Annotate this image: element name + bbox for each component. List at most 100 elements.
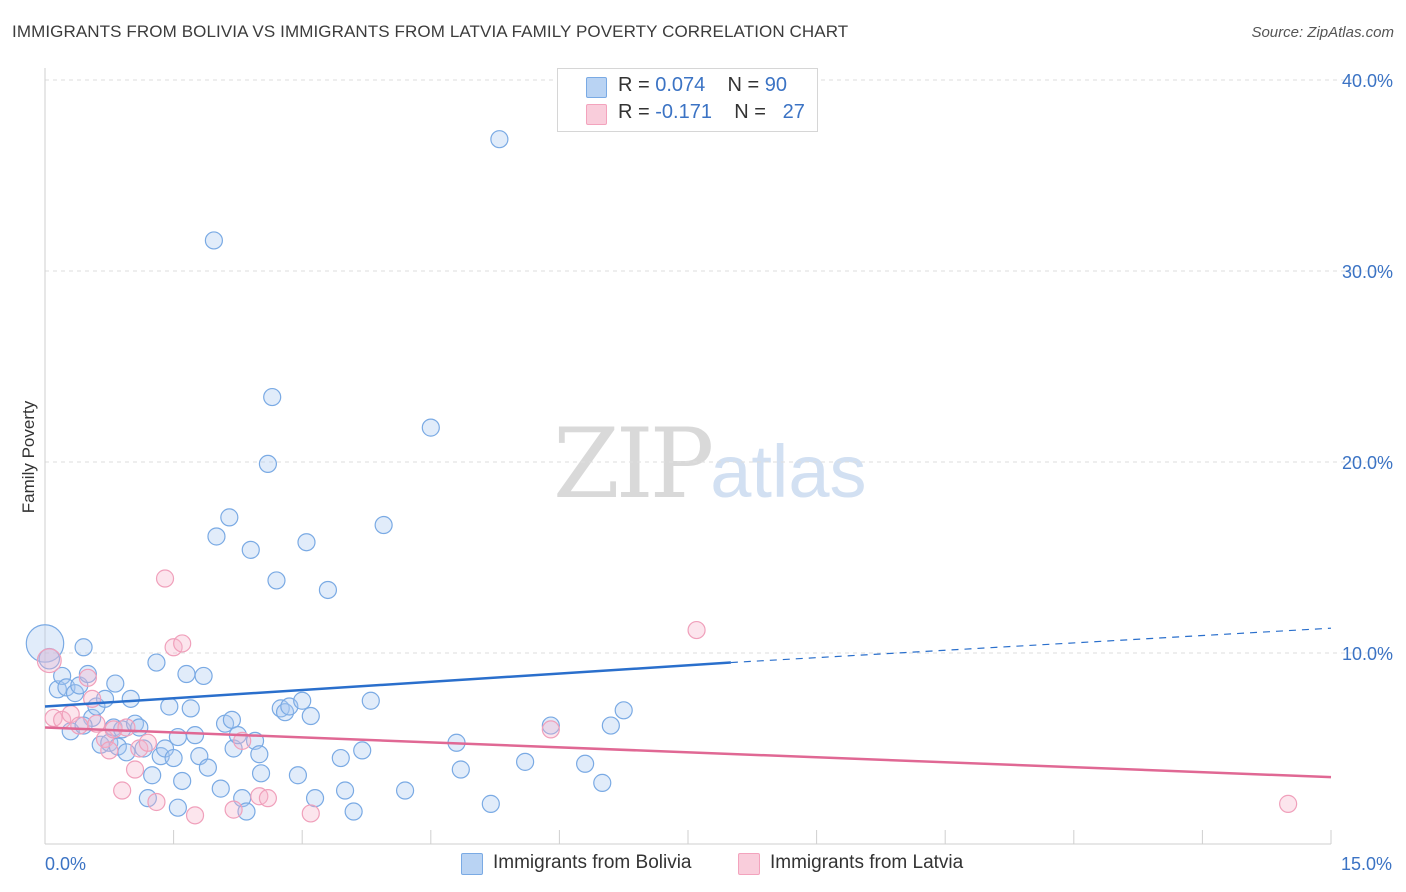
watermark-zip: ZIP <box>553 408 714 520</box>
bolivia-point <box>173 771 192 791</box>
latvia-point <box>78 668 97 687</box>
bolivia-point <box>490 130 509 149</box>
bolivia-point <box>207 527 226 546</box>
bolivia-point <box>288 766 308 785</box>
bolivia-point <box>241 540 260 559</box>
latvia-point <box>224 800 243 819</box>
source-label: Source: ZipAtlas.com <box>1251 24 1394 41</box>
bolivia-point <box>593 773 612 792</box>
latvia-point <box>687 620 706 640</box>
bolivia-point <box>168 798 187 817</box>
bottom-legend-label-latvia: Immigrants from Latvia <box>770 852 964 873</box>
trend-line-bolivia <box>44 661 731 708</box>
y-tick-label: 30.0% <box>1342 262 1393 282</box>
bolivia-point <box>168 727 187 747</box>
trend-lines <box>44 627 1332 779</box>
bolivia-point <box>177 664 196 684</box>
latvia-point <box>100 741 119 760</box>
x-tick-label-max: 15.0% <box>1341 854 1392 874</box>
bolivia-point <box>541 716 560 735</box>
bolivia-point <box>121 689 140 708</box>
gridlines <box>45 79 1392 654</box>
bolivia-point <box>395 781 415 800</box>
bolivia-point <box>421 418 440 437</box>
legend-r-label: R = <box>618 74 656 96</box>
bolivia-point <box>220 508 239 527</box>
latvia-point <box>301 804 320 823</box>
bolivia-point <box>258 454 278 474</box>
bolivia-point <box>344 802 363 821</box>
bolivia-point <box>147 653 166 672</box>
watermark: ZIPatlas <box>553 408 867 520</box>
bolivia-point <box>194 666 213 686</box>
bolivia-point <box>78 664 97 684</box>
bolivia-point <box>318 580 338 600</box>
bolivia-point <box>222 710 241 729</box>
bolivia-point <box>353 741 372 760</box>
bolivia-point <box>181 699 200 718</box>
y-tick-label: 40.0% <box>1342 71 1393 91</box>
latvia-point <box>87 714 106 733</box>
bolivia-point <box>335 781 355 800</box>
bolivia-point <box>267 571 286 590</box>
bolivia-point <box>297 533 316 552</box>
bolivia-point <box>301 706 320 726</box>
axis-labels: 10.0% 20.0% 30.0% 40.0% 0.0% 15.0% Family Pove… <box>19 71 1393 874</box>
latvia-point <box>36 648 62 674</box>
latvia-point <box>1279 794 1298 813</box>
bolivia-point <box>106 674 125 693</box>
latvia-point <box>155 569 175 588</box>
bolivia-point <box>481 794 500 813</box>
bottom-legend-swatch-bolivia <box>461 853 483 875</box>
latvia-point <box>125 760 145 779</box>
legend-n-label: N = <box>734 101 772 123</box>
bolivia-point <box>198 758 217 777</box>
bolivia-point <box>74 638 93 657</box>
latvia-point <box>173 634 192 653</box>
axes <box>44 68 1332 845</box>
bolivia-point <box>614 701 633 720</box>
x-tick-label-min: 0.0% <box>45 854 86 874</box>
legend-r-value-bolivia: 0.074 <box>655 74 706 96</box>
bolivia-point <box>361 691 380 710</box>
correlation-legend: R = 0.074 N = 90 R = -0.171 N = 27 <box>557 68 818 132</box>
bottom-legend-label-bolivia: Immigrants from Bolivia <box>493 852 692 873</box>
legend-swatch-latvia <box>586 104 607 125</box>
latvia-point <box>113 781 132 800</box>
bolivia-point <box>374 515 393 535</box>
legend-r-label: R = <box>618 101 656 123</box>
trend-line-latvia <box>44 726 1332 779</box>
bolivia-point <box>516 752 535 771</box>
bolivia-point <box>164 748 183 768</box>
latvia-point <box>258 789 278 808</box>
bolivia-point <box>53 666 72 686</box>
y-axis-label: Family Poverty <box>19 400 38 513</box>
latvia-point <box>541 720 560 739</box>
bolivia-point <box>251 764 271 783</box>
latvia-point <box>117 718 136 737</box>
bolivia-point <box>211 779 230 798</box>
bolivia-point <box>305 789 325 808</box>
bolivia-point <box>138 789 157 808</box>
series-latvia-points <box>36 569 1298 825</box>
bolivia-point <box>576 754 595 773</box>
series-bolivia-points <box>25 130 633 821</box>
trend-line-bolivia-extrapolated <box>730 627 1332 664</box>
bolivia-point <box>250 745 269 764</box>
bolivia-point <box>143 766 162 785</box>
bolivia-point <box>185 726 205 745</box>
bolivia-point <box>451 760 470 779</box>
bolivia-point <box>204 231 223 250</box>
legend-n-value-latvia: 27 <box>782 101 805 123</box>
latvia-point <box>164 638 183 657</box>
legend-swatch-bolivia <box>586 77 607 98</box>
legend-n-value-bolivia: 90 <box>764 74 788 96</box>
bolivia-point <box>25 624 65 663</box>
legend-n-label: N = <box>727 74 765 96</box>
bottom-legend-swatch-latvia <box>738 853 760 875</box>
bolivia-point <box>331 748 350 768</box>
latvia-point <box>70 716 89 735</box>
latvia-point <box>185 806 205 825</box>
watermark-atlas: atlas <box>710 430 867 513</box>
